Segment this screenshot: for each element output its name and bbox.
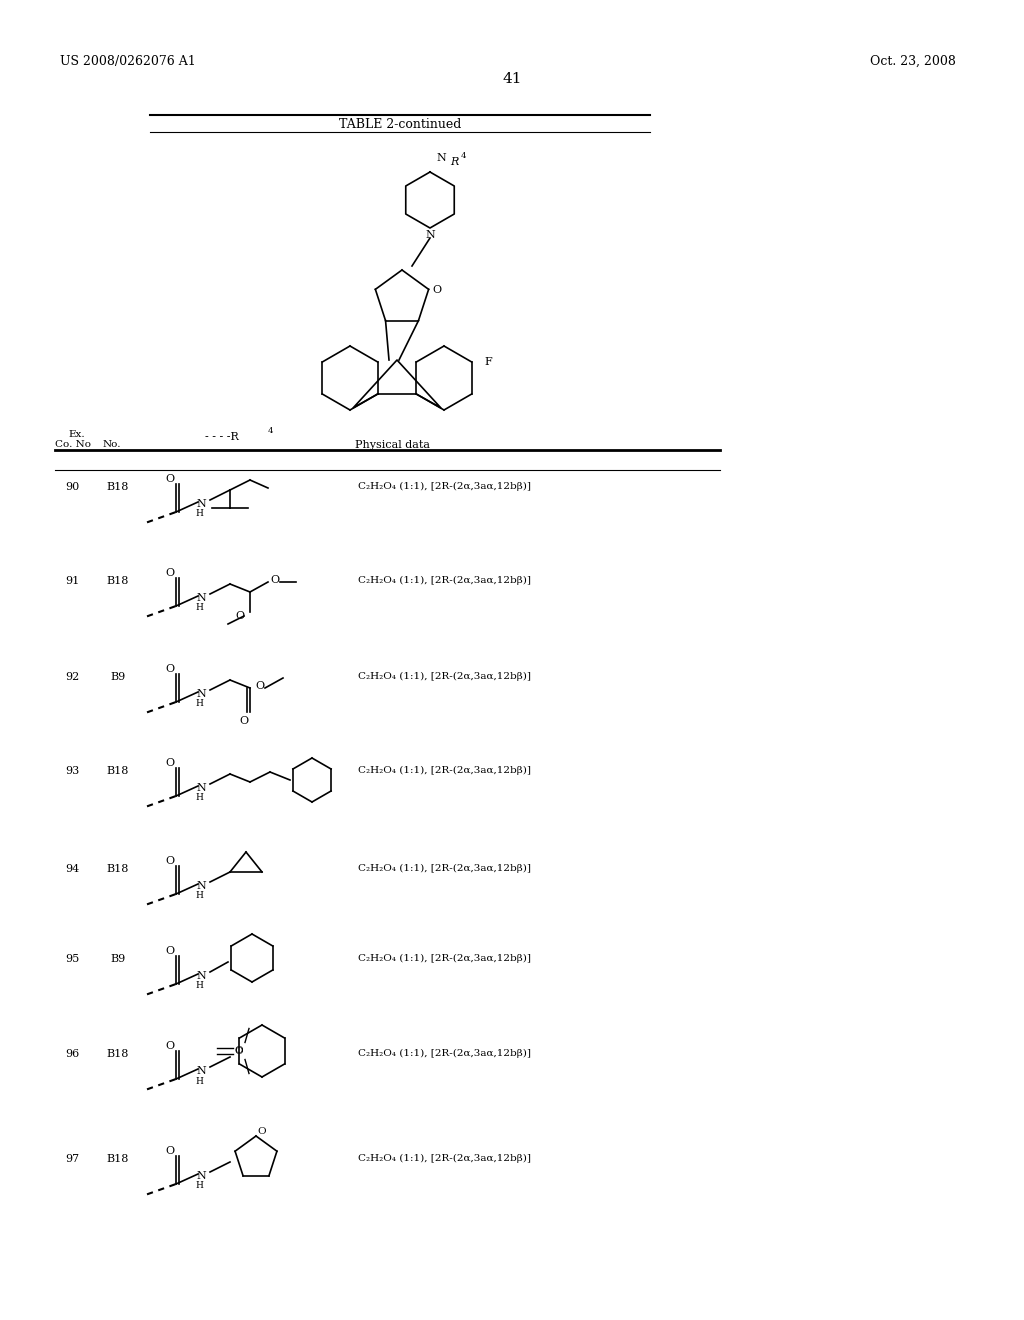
Text: 90: 90 <box>65 482 79 492</box>
Text: No.: No. <box>103 440 122 449</box>
Text: B18: B18 <box>106 576 129 586</box>
Text: O: O <box>166 568 174 578</box>
Text: C₂H₂O₄ (1:1), [2R-(2α,3aα,12bβ)]: C₂H₂O₄ (1:1), [2R-(2α,3aα,12bβ)] <box>358 672 531 681</box>
Text: N: N <box>197 783 206 793</box>
Text: US 2008/0262076 A1: US 2008/0262076 A1 <box>60 55 196 69</box>
Text: C₂H₂O₄ (1:1), [2R-(2α,3aα,12bβ)]: C₂H₂O₄ (1:1), [2R-(2α,3aα,12bβ)] <box>358 954 531 964</box>
Text: N: N <box>197 880 206 891</box>
Text: C₂H₂O₄ (1:1), [2R-(2α,3aα,12bβ)]: C₂H₂O₄ (1:1), [2R-(2α,3aα,12bβ)] <box>358 1049 531 1059</box>
Text: C₂H₂O₄ (1:1), [2R-(2α,3aα,12bβ)]: C₂H₂O₄ (1:1), [2R-(2α,3aα,12bβ)] <box>358 576 531 585</box>
Text: C₂H₂O₄ (1:1), [2R-(2α,3aα,12bβ)]: C₂H₂O₄ (1:1), [2R-(2α,3aα,12bβ)] <box>358 482 531 491</box>
Text: O: O <box>166 758 174 768</box>
Text: B18: B18 <box>106 766 129 776</box>
Text: 91: 91 <box>65 576 79 586</box>
Text: C₂H₂O₄ (1:1), [2R-(2α,3aα,12bβ)]: C₂H₂O₄ (1:1), [2R-(2α,3aα,12bβ)] <box>358 1154 531 1163</box>
Text: C₂H₂O₄ (1:1), [2R-(2α,3aα,12bβ)]: C₂H₂O₄ (1:1), [2R-(2α,3aα,12bβ)] <box>358 865 531 873</box>
Text: O: O <box>166 946 174 956</box>
Text: C₂H₂O₄ (1:1), [2R-(2α,3aα,12bβ)]: C₂H₂O₄ (1:1), [2R-(2α,3aα,12bβ)] <box>358 766 531 775</box>
Text: O: O <box>270 576 280 585</box>
Text: H: H <box>195 793 203 803</box>
Text: 94: 94 <box>65 865 79 874</box>
Text: H: H <box>195 603 203 612</box>
Text: 41: 41 <box>502 73 522 86</box>
Text: 97: 97 <box>65 1154 79 1164</box>
Text: B18: B18 <box>106 482 129 492</box>
Text: H: H <box>195 1077 203 1085</box>
Text: O: O <box>166 855 174 866</box>
Text: H: H <box>195 510 203 519</box>
Text: H: H <box>195 982 203 990</box>
Text: Co. No: Co. No <box>55 440 91 449</box>
Text: N: N <box>197 499 206 510</box>
Text: Ex.: Ex. <box>68 430 85 440</box>
Text: 96: 96 <box>65 1049 79 1059</box>
Text: O: O <box>258 1127 266 1137</box>
Text: O: O <box>166 1041 174 1051</box>
Text: O: O <box>432 285 441 294</box>
Text: 93: 93 <box>65 766 79 776</box>
Text: O: O <box>255 681 264 690</box>
Text: O: O <box>234 1047 244 1056</box>
Text: N: N <box>425 230 435 240</box>
Text: B9: B9 <box>111 954 126 964</box>
Text: 95: 95 <box>65 954 79 964</box>
Text: Oct. 23, 2008: Oct. 23, 2008 <box>870 55 955 69</box>
Text: O: O <box>166 664 174 675</box>
Text: H: H <box>195 700 203 709</box>
Text: O: O <box>166 1146 174 1156</box>
Text: 4: 4 <box>461 152 467 160</box>
Text: N: N <box>197 1171 206 1181</box>
Text: 4: 4 <box>268 426 273 436</box>
Text: N: N <box>197 972 206 981</box>
Text: B18: B18 <box>106 1049 129 1059</box>
Text: B9: B9 <box>111 672 126 682</box>
Text: O: O <box>166 474 174 484</box>
Text: R: R <box>450 157 459 168</box>
Text: O: O <box>234 1045 244 1055</box>
Text: F: F <box>484 356 492 367</box>
Text: Physical data: Physical data <box>355 440 430 450</box>
Text: H: H <box>195 891 203 900</box>
Text: N: N <box>197 593 206 603</box>
Text: 92: 92 <box>65 672 79 682</box>
Text: B18: B18 <box>106 1154 129 1164</box>
Text: B18: B18 <box>106 865 129 874</box>
Text: TABLE 2-continued: TABLE 2-continued <box>339 117 461 131</box>
Text: - - - -R: - - - -R <box>205 432 239 442</box>
Text: N: N <box>436 153 445 162</box>
Text: H: H <box>195 1181 203 1191</box>
Text: N: N <box>197 1067 206 1076</box>
Text: O: O <box>240 715 249 726</box>
Text: O: O <box>234 611 244 620</box>
Text: N: N <box>197 689 206 700</box>
